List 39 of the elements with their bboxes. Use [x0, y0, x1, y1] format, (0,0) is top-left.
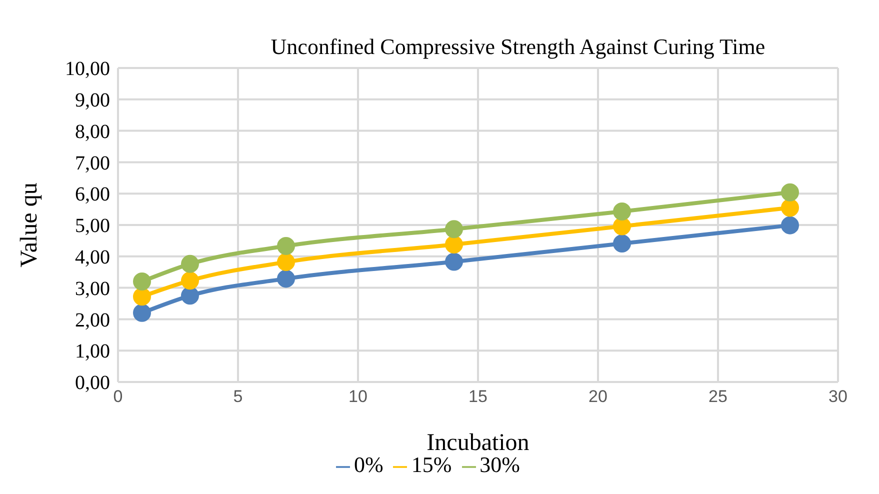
point [181, 254, 199, 273]
point [277, 237, 295, 256]
y-tick-label: 2,00 [75, 309, 110, 332]
x-tick-label: 10 [348, 387, 368, 406]
point [133, 288, 151, 306]
point [613, 234, 631, 253]
point [445, 235, 463, 254]
y-tick-label: 1,00 [75, 340, 110, 363]
point [133, 272, 151, 291]
x-tick-label: 25 [708, 387, 728, 406]
y-tick-label: 5,00 [75, 215, 110, 238]
y-tick-label: 4,00 [75, 246, 110, 268]
point [445, 252, 463, 271]
chart-title: Unconfined Compressive Strength Against Curing Time [270, 34, 766, 60]
point [133, 304, 151, 322]
y-tick-label: 3,00 [75, 278, 110, 300]
point [613, 217, 631, 236]
x-tick-label: 20 [588, 387, 608, 406]
y-tick-label: 7,00 [75, 152, 110, 174]
point [277, 270, 295, 288]
point [781, 216, 799, 234]
x-tick-label: 5 [233, 387, 243, 406]
x-tick-label: 15 [468, 387, 488, 406]
point [181, 272, 199, 290]
x-tick-label: 0 [113, 387, 123, 406]
point [445, 220, 463, 238]
y-tick-label: 6,00 [75, 184, 110, 206]
y-tick-label: 0,00 [75, 372, 110, 394]
point [181, 286, 199, 305]
y-tick-label: 9,00 [75, 90, 110, 112]
point [613, 202, 631, 220]
point [781, 198, 799, 217]
y-tick-label: 10,00 [65, 58, 110, 80]
y-axis-title: Value qu [16, 182, 43, 268]
point [781, 183, 799, 202]
x-tick-label: 30 [828, 387, 848, 406]
point [277, 253, 295, 272]
legend-label: 0% [354, 452, 384, 477]
y-tick-label: 8,00 [75, 120, 110, 143]
